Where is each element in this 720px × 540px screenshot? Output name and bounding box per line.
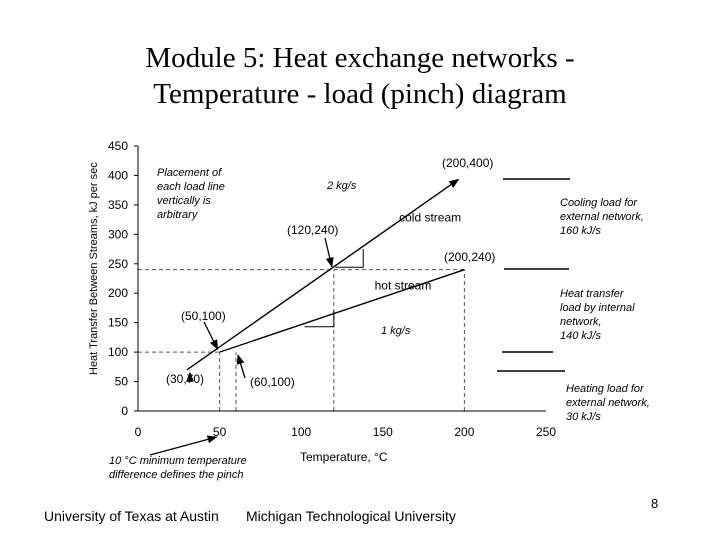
- x-tick-label-150: 150: [373, 425, 393, 439]
- y-tick-label-350: 350: [108, 198, 128, 212]
- note-internal-line-3: network,: [560, 316, 602, 328]
- point-annotation-0: (200,400): [442, 156, 493, 170]
- note-heating-line-2: external network,: [566, 397, 650, 409]
- note-cooling-line-2: external network,: [560, 211, 644, 223]
- arrow-pinch-note: [149, 435, 218, 456]
- y-tick-label-150: 150: [108, 316, 128, 330]
- hot-stream-label: hot stream: [375, 279, 432, 293]
- y-tick-label-450: 450: [108, 139, 128, 153]
- hot-stream-line: [219, 269, 465, 353]
- cold-stream-label: cold stream: [399, 210, 461, 224]
- note-cooling-load: Cooling load for external network, 160 k…: [560, 196, 680, 238]
- arrow-to-120-240: [324, 237, 334, 268]
- arrow-to-50-100: [203, 321, 219, 351]
- slide-title: Module 5: Heat exchange networks - Tempe…: [0, 40, 720, 112]
- x-tick-label-100: 100: [291, 425, 311, 439]
- slope-label-hot: 1 kg/s: [381, 325, 411, 337]
- title-line-2: Temperature - load (pinch) diagram: [153, 78, 567, 110]
- x-axis-title: Temperature, °C: [300, 450, 388, 464]
- note-cooling-line-1: Cooling load for: [560, 197, 638, 209]
- note-placement: Placement of each load line vertically i…: [157, 166, 267, 222]
- note-cooling-line-3: 160 kJ/s: [560, 225, 601, 237]
- note-placement-line-1: Placement of: [157, 167, 222, 179]
- note-placement-line-3: vertically is: [157, 195, 211, 207]
- note-placement-line-2: each load line: [157, 181, 225, 193]
- point-annotation-1: (120,240): [287, 223, 338, 237]
- note-internal-load: Heat transfer load by internal network, …: [560, 287, 670, 343]
- x-tick-label-0: 0: [135, 425, 142, 439]
- point-annotation-5: (60,100): [250, 375, 295, 389]
- note-internal-line-4: 140 kJ/s: [560, 330, 601, 342]
- y-tick-label-100: 100: [108, 345, 128, 359]
- y-tick-label-200: 200: [108, 286, 128, 300]
- y-tick-label-300: 300: [108, 227, 128, 241]
- note-internal-line-1: Heat transfer: [560, 288, 624, 300]
- x-tick-label-200: 200: [454, 425, 474, 439]
- y-tick-label-250: 250: [108, 257, 128, 271]
- note-heating-line-3: 30 kJ/s: [566, 411, 601, 423]
- y-tick-label-50: 50: [115, 375, 129, 389]
- point-annotation-2: (200,240): [444, 250, 495, 264]
- arrow-to-60-100: [236, 354, 246, 379]
- footer-university-texas: University of Texas at Austin: [44, 508, 219, 524]
- page-number: 8: [651, 496, 659, 511]
- note-pinch-line-1: 10 °C minimum temperature: [109, 455, 247, 467]
- cold-slope-bracket: [335, 249, 364, 268]
- point-annotation-3: (50,100): [181, 309, 226, 323]
- note-placement-line-4: arbitrary: [157, 209, 198, 221]
- footer-university-michigan: Michigan Technological University: [246, 508, 456, 524]
- note-pinch: 10 °C minimum temperature difference def…: [109, 454, 309, 482]
- note-pinch-line-2: difference defines the pinch: [109, 469, 244, 481]
- note-internal-line-2: load by internal: [560, 302, 635, 314]
- y-axis-title: Heat Transfer Between Streams, kJ per se…: [88, 162, 100, 375]
- point-annotation-4: (30,70): [166, 372, 204, 386]
- slope-label-cold: 2 kg/s: [326, 180, 357, 192]
- note-heating-line-1: Heating load for: [566, 383, 644, 395]
- x-tick-label-250: 250: [536, 425, 556, 439]
- title-line-1: Module 5: Heat exchange networks -: [145, 42, 575, 74]
- note-heating-load: Heating load for external network, 30 kJ…: [566, 382, 686, 424]
- y-tick-label-0: 0: [121, 404, 128, 418]
- cold-stream-line: [186, 178, 460, 371]
- hot-slope-bracket: [304, 310, 335, 328]
- y-tick-label-400: 400: [108, 168, 128, 182]
